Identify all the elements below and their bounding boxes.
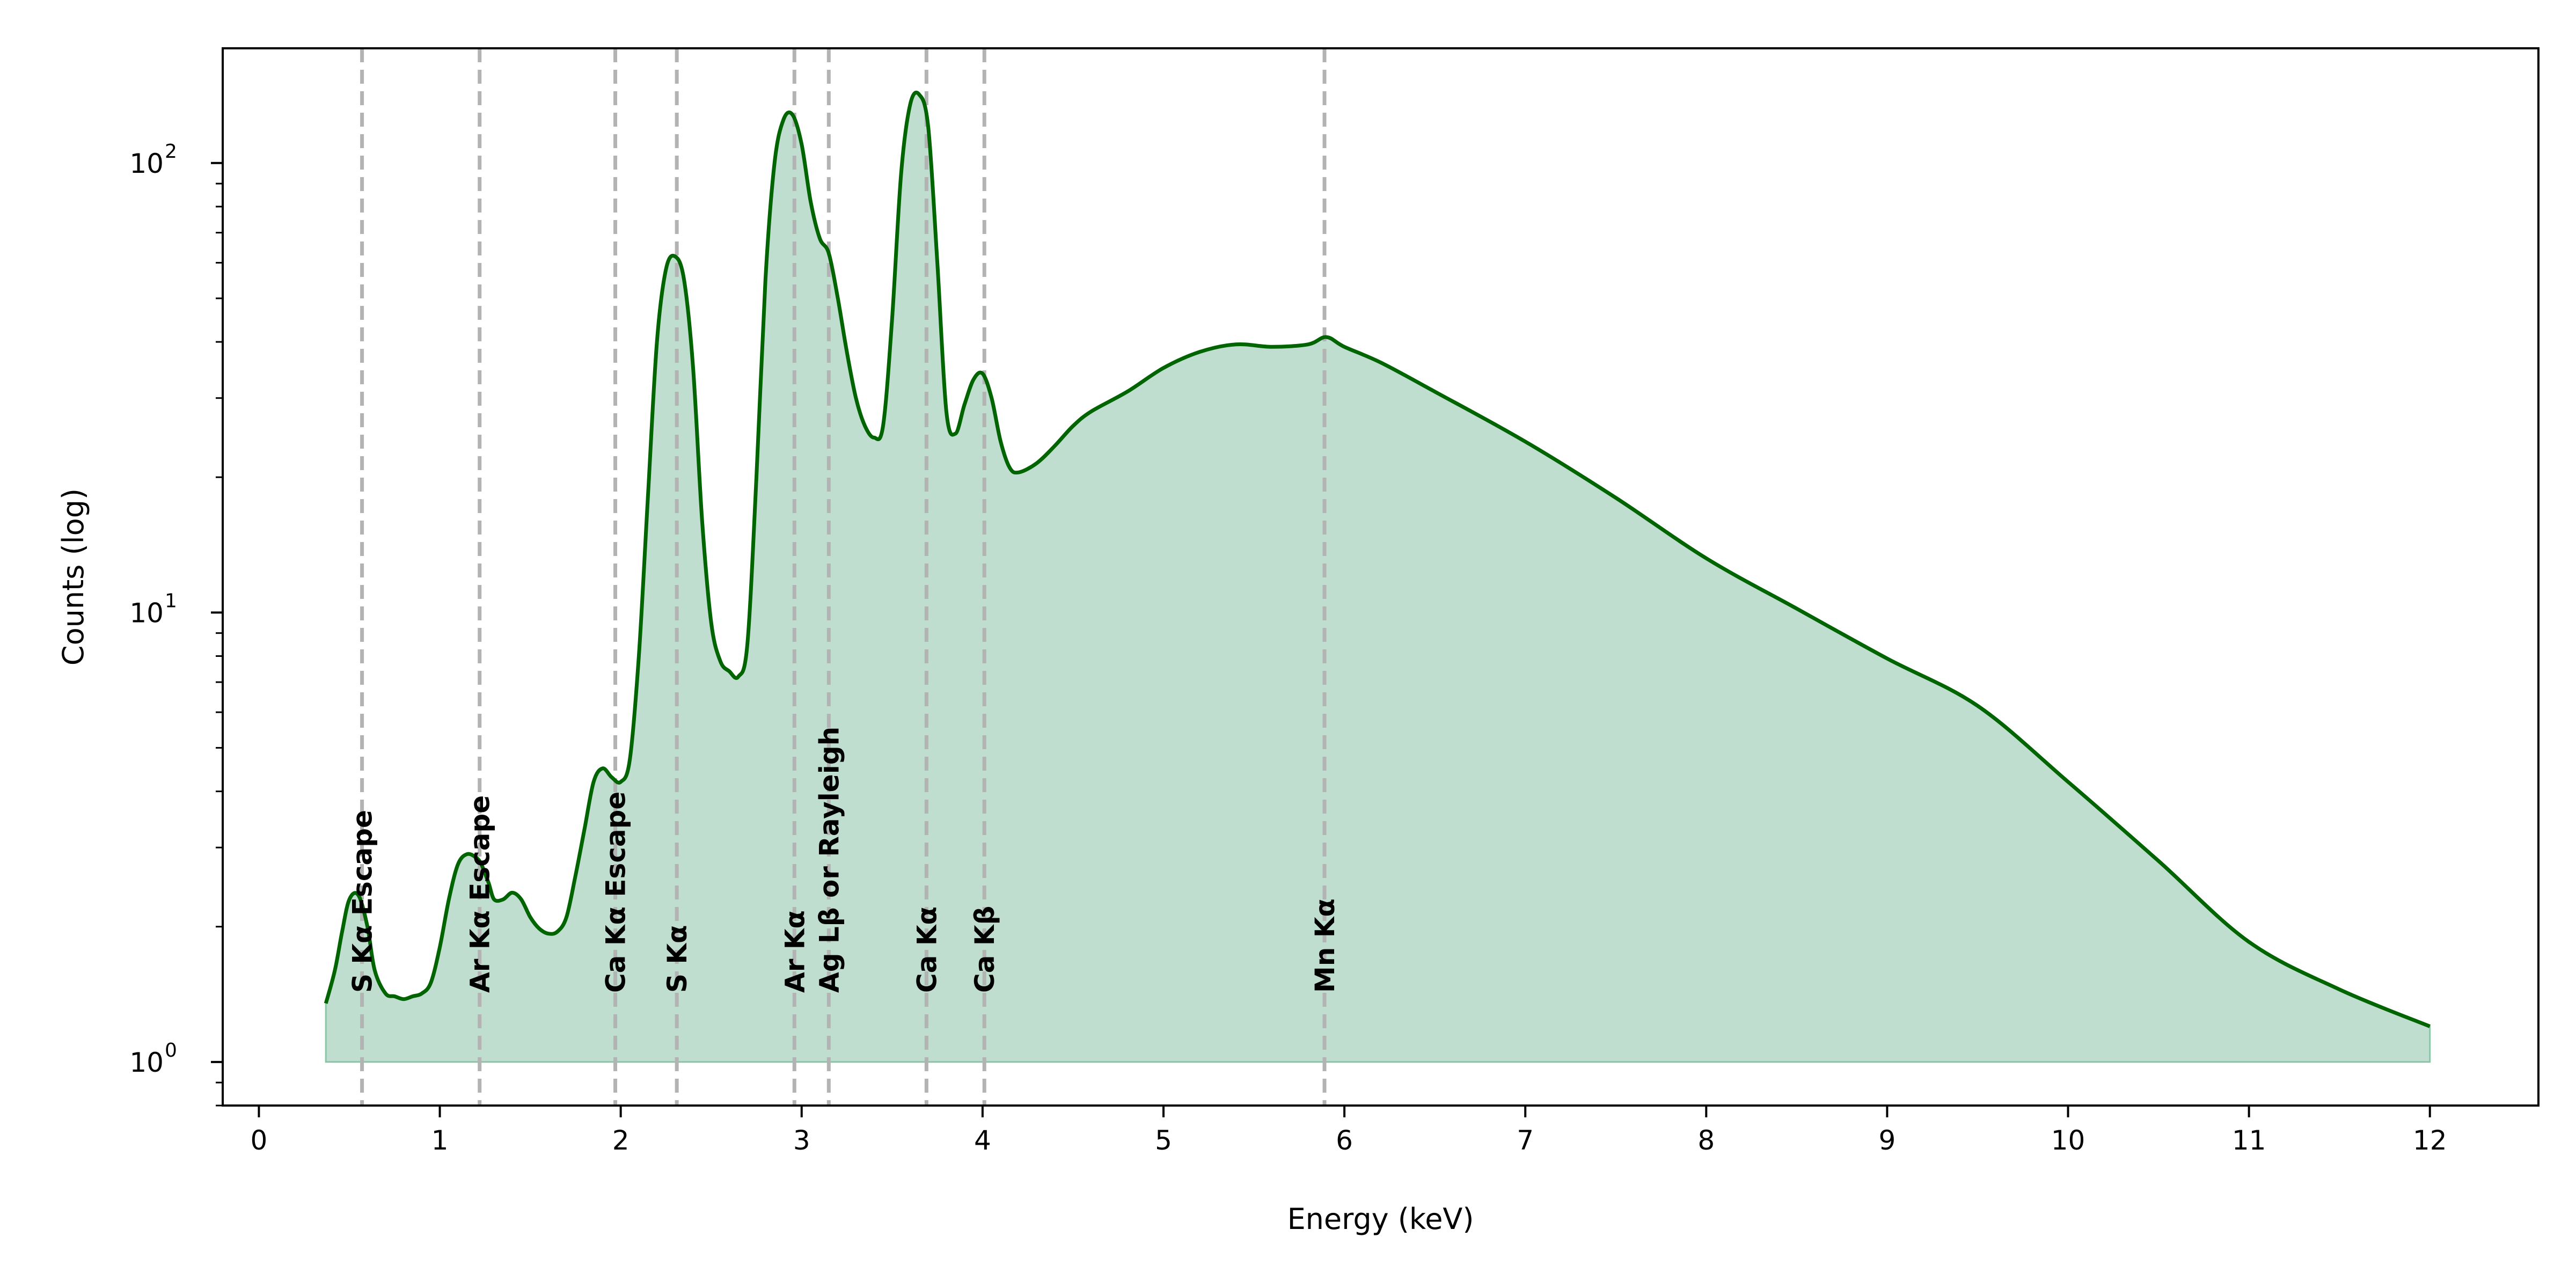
peak-label: Ar Kα Escape [465,795,496,993]
y-tick-label: 10 [129,597,164,628]
x-tick-label: 4 [974,1125,991,1156]
peak-label: Ca Kα [911,906,942,993]
x-tick-label: 5 [1155,1125,1172,1156]
peak-label: Ca Kβ [969,906,1000,993]
spectrum-line [324,91,2431,1028]
y-tick-exponent: 0 [165,1040,177,1062]
x-tick-label: 1 [431,1125,449,1156]
y-tick-exponent: 2 [165,141,177,163]
x-tick-label: 2 [612,1125,630,1156]
x-tick-label: 6 [1336,1125,1353,1156]
peak-markers [360,48,1327,1106]
peak-label: S Kα Escape [347,810,378,993]
peak-labels: S Kα Escape Ar Kα Escape Ca Kα Escape S Kα A… [347,727,1341,993]
y-tick-label: 10 [129,148,164,179]
y-axis-label: Counts (log) [56,488,90,665]
x-tick-label: 7 [1517,1125,1534,1156]
peak-label: Ar Kα [779,910,810,993]
x-tick-label: 3 [793,1125,810,1156]
x-tick-label: 11 [2232,1125,2266,1156]
plot-area: S Kα Escape Ar Kα Escape Ca Kα Escape S Kα A… [324,48,2431,1106]
x-tick-label: 9 [1879,1125,1896,1156]
x-tick-label: 0 [251,1125,268,1156]
peak-label: Ca Kα Escape [601,792,632,993]
x-axis: 0 1 2 3 4 5 6 7 8 9 10 11 12 [251,1106,2447,1156]
y-tick-label: 10 [129,1047,164,1078]
plot-frame [222,47,2540,1107]
x-tick-label: 10 [2051,1125,2085,1156]
peak-label: S Kα [662,925,693,993]
x-tick-label: 12 [2413,1125,2447,1156]
peak-label: Mn Kα [1309,898,1341,993]
x-tick-label: 8 [1697,1125,1715,1156]
y-tick-exponent: 1 [165,590,177,612]
x-axis-label: Energy (keV) [1287,1202,1474,1236]
peak-label: Ag Lβ or Rayleigh [814,727,845,993]
